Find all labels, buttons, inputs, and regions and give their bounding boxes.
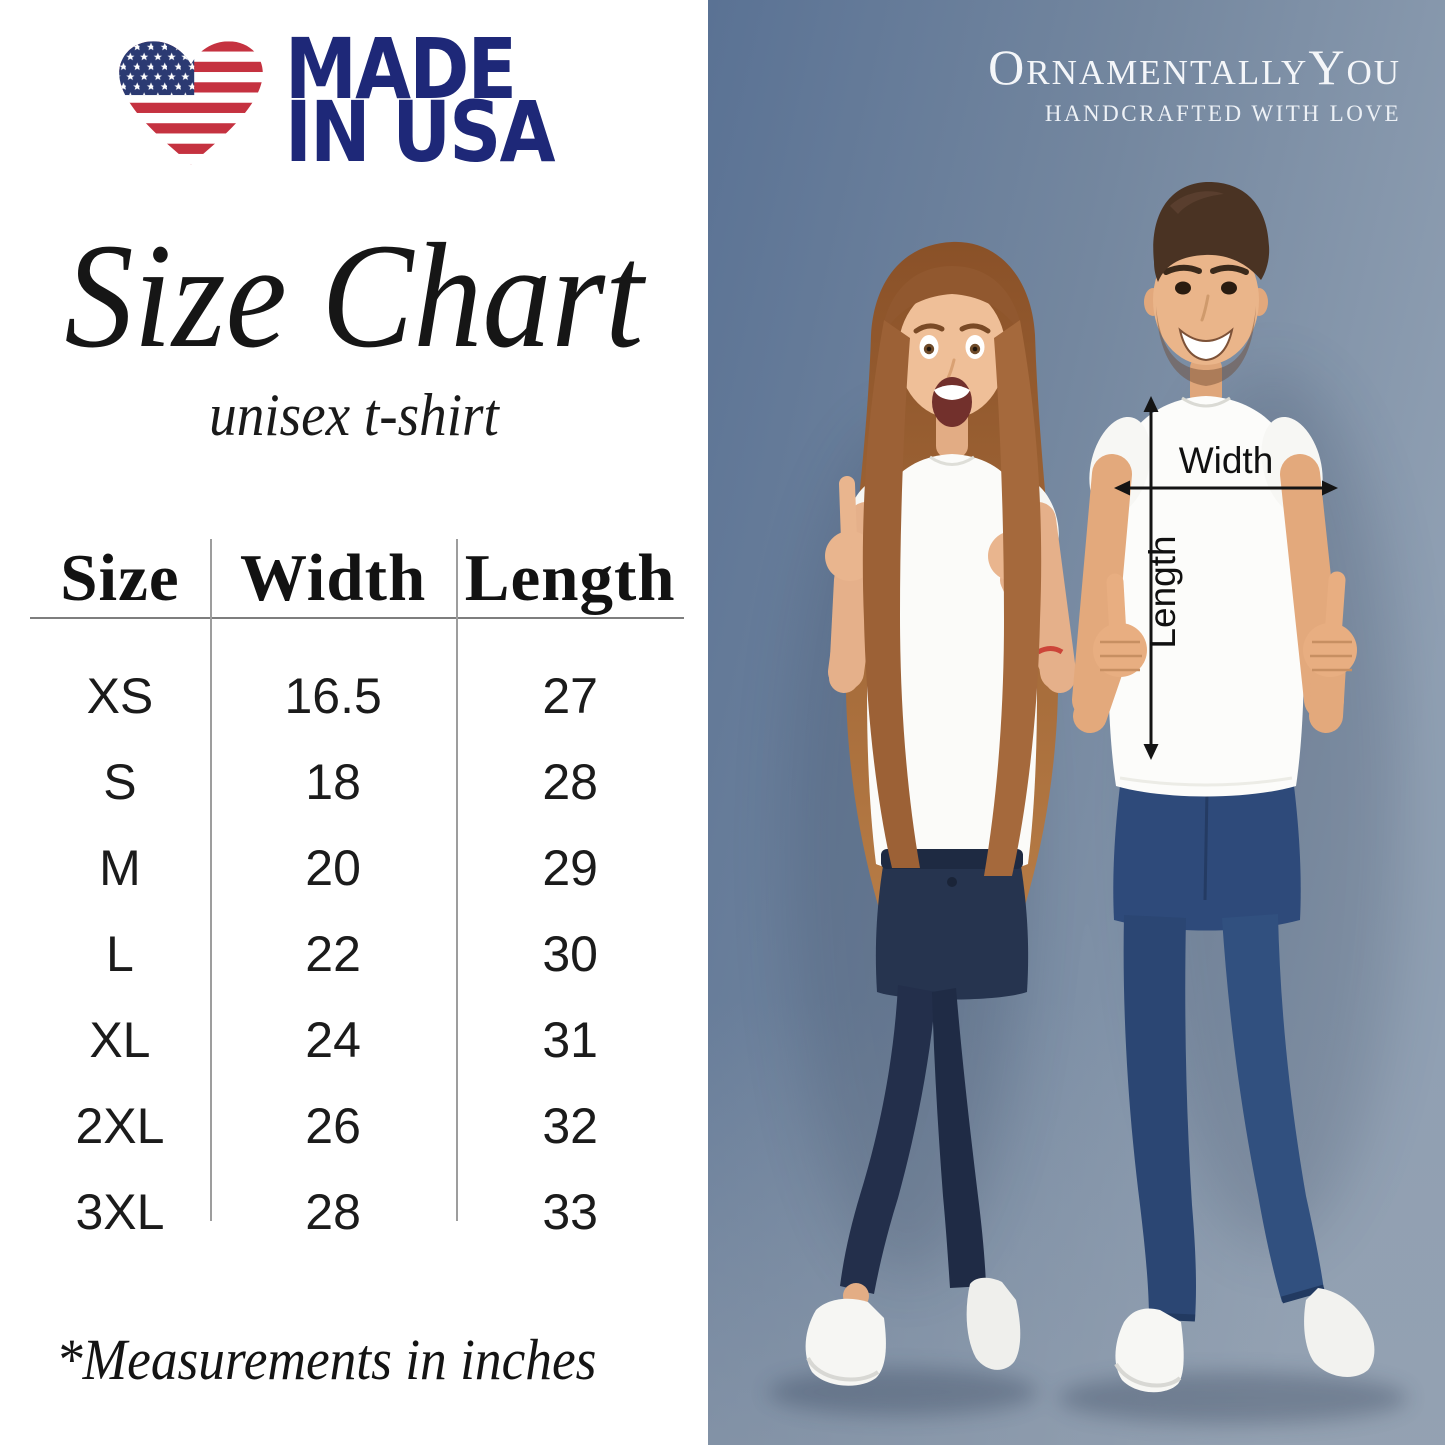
table-row-3xl: 3XL 28 33 [30,1169,684,1255]
measurements-footnote: *Measurements in inches [56,1327,597,1392]
table-row-xs: XS 16.5 27 [30,653,684,739]
column-header-size: Size [60,541,180,615]
table-row-2xl: 2XL 26 32 [30,1083,684,1169]
size-table: Size Width Length XS 16.5 27 S 18 28 M [30,539,684,1255]
table-row-m: M 20 29 [30,825,684,911]
width-cell: 22 [305,926,361,982]
length-cell: 28 [542,754,598,810]
info-panel: MADE IN USA Size Chart unisex t-shirt Si… [0,0,708,1445]
in-usa-line: IN USA [284,82,555,181]
width-cell: 18 [305,754,361,810]
table-header-row: Size Width Length [30,539,684,617]
size-cell: 2XL [75,1098,165,1154]
page-subtitle: unisex t-shirt [209,382,499,448]
size-cell: XL [89,1012,151,1068]
table-row-s: S 18 28 [30,739,684,825]
header-rule [30,617,684,619]
brand-name: OrnamentallyYou [988,39,1401,95]
size-cell: XS [86,668,154,724]
size-cell: L [106,926,134,982]
length-cell: 29 [542,840,598,896]
width-cell: 20 [305,840,361,896]
made-in-usa-badge: MADE IN USA [0,0,708,181]
column-divider-1 [209,539,212,1221]
measurement-annotations: Width Length [1114,396,1338,760]
width-arrow [1114,480,1338,496]
length-cell: 27 [542,668,598,724]
column-header-length: Length [464,541,676,615]
size-cell: 3XL [75,1184,165,1240]
length-cell: 33 [542,1184,598,1240]
man-figure [1072,181,1375,1393]
column-header-width: Width [239,541,427,615]
width-label: Width [1179,440,1274,481]
size-cell: M [99,840,141,896]
table-body: XS 16.5 27 S 18 28 M 20 29 L 22 30 [30,619,684,1255]
width-cell: 26 [305,1098,361,1154]
table-row-xl: XL 24 31 [30,997,684,1083]
width-cell: 28 [305,1184,361,1240]
length-cell: 32 [542,1098,598,1154]
woman-figure [805,241,1076,1386]
brand-tagline: HANDCRAFTED WITH LOVE [1044,101,1401,126]
width-cell: 16.5 [284,668,382,724]
photo-scene: Width Length [708,0,1445,1445]
page-title: Size Chart [64,213,644,379]
made-in-usa-wordmark: MADE IN USA [284,19,555,181]
width-cell: 24 [305,1012,361,1068]
length-cell: 31 [542,1012,598,1068]
length-cell: 30 [542,926,598,982]
length-label: Length [1142,535,1183,648]
table-row-l: L 22 30 [30,911,684,997]
brand-block: OrnamentallyYou HANDCRAFTED WITH LOVE [988,40,1401,127]
made-line: MADE [284,19,517,118]
length-arrow [1143,396,1159,760]
column-divider-2 [456,539,459,1221]
product-photo: Width Length OrnamentallyYou HANDCRAFTED… [708,0,1445,1445]
size-cell: S [103,754,137,810]
usa-flag-heart-icon [118,41,263,165]
